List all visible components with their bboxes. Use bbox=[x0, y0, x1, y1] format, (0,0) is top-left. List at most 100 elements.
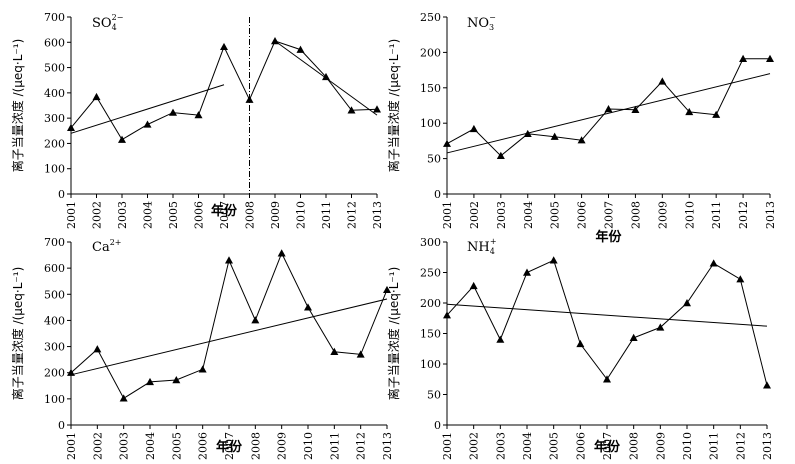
x-tick-label: 2007 bbox=[603, 201, 616, 229]
data-point-marker bbox=[93, 345, 102, 353]
x-tick-label: 2012 bbox=[737, 201, 750, 229]
y-tick-label: 400 bbox=[44, 314, 65, 327]
x-tick-label: 2011 bbox=[710, 201, 723, 229]
x-tick-label: 2010 bbox=[683, 201, 696, 229]
y-tick-label: 200 bbox=[44, 137, 65, 150]
data-point-marker bbox=[469, 281, 478, 290]
x-tick-label: 2010 bbox=[681, 432, 694, 460]
ion-label-nitrate: NO3− bbox=[467, 13, 496, 32]
y-tick-label: 200 bbox=[420, 46, 441, 59]
y-tick-label: 100 bbox=[420, 358, 441, 371]
ion-subscript: 4 bbox=[112, 23, 117, 32]
x-tick-label: 2006 bbox=[197, 432, 210, 460]
data-point-marker bbox=[67, 123, 75, 131]
data-point-marker bbox=[220, 42, 228, 51]
x-axis-label: 年份 bbox=[211, 203, 238, 219]
x-tick-label: 2003 bbox=[116, 201, 129, 229]
x-tick-label: 2003 bbox=[494, 432, 507, 460]
data-point-marker bbox=[629, 333, 638, 341]
x-tick-label: 2007 bbox=[223, 432, 236, 460]
x-tick-label: 2002 bbox=[468, 432, 481, 460]
data-point-marker bbox=[373, 105, 381, 113]
data-point-marker bbox=[443, 139, 451, 147]
data-point-marker bbox=[766, 54, 774, 62]
x-tick-label: 2004 bbox=[144, 432, 157, 460]
y-axis-label: 离子当量浓度 /(μeq·L⁻¹) bbox=[10, 267, 25, 401]
x-tick-label: 2011 bbox=[708, 432, 721, 460]
data-point-marker bbox=[198, 365, 207, 373]
y-tick-label: 100 bbox=[420, 117, 441, 130]
ion-base: NO bbox=[467, 16, 489, 31]
y-tick-label: 150 bbox=[420, 82, 441, 95]
x-tick-label: 2006 bbox=[193, 201, 206, 229]
data-point-marker bbox=[523, 129, 532, 138]
y-tick-label: 600 bbox=[44, 262, 65, 275]
y-tick-label: 200 bbox=[44, 367, 65, 380]
x-tick-label: 2013 bbox=[764, 201, 777, 229]
x-axis-label: 年份 bbox=[216, 439, 243, 455]
x-tick-label: 2001 bbox=[441, 201, 454, 229]
data-point-marker bbox=[685, 107, 694, 116]
x-tick-label: 2012 bbox=[355, 432, 368, 460]
data-point-marker bbox=[523, 268, 531, 276]
data-point-marker bbox=[330, 347, 339, 355]
x-tick-label: 2005 bbox=[170, 432, 183, 460]
y-tick-label: 0 bbox=[434, 188, 441, 201]
panel-sulfate: 0 100 200 300 400 500 600 700 2001 2002 2003 2004 20… bbox=[10, 11, 384, 229]
series-line-sulfate bbox=[70, 40, 378, 141]
data-point-marker bbox=[577, 136, 586, 144]
x-tick-label: 2005 bbox=[167, 201, 180, 229]
data-point-marker bbox=[736, 275, 745, 283]
data-point-marker bbox=[304, 303, 312, 311]
data-point-marker bbox=[296, 45, 305, 53]
panel-nitrate: 0 50 100 150 200 250 2001 2002 2003 2004 2005 2006 2… bbox=[386, 11, 777, 245]
x-tick-label: 2011 bbox=[328, 432, 341, 460]
data-point-marker bbox=[347, 106, 356, 114]
x-tick-label: 2010 bbox=[302, 432, 315, 460]
data-point-marker bbox=[322, 72, 330, 81]
ion-label-sulfate: SO42− bbox=[92, 13, 123, 32]
y-tick-label: 300 bbox=[420, 236, 441, 249]
data-point-marker bbox=[443, 311, 451, 319]
x-tick-label: 2009 bbox=[269, 201, 282, 229]
y-tick-label: 100 bbox=[44, 393, 65, 406]
data-point-marker bbox=[576, 339, 585, 348]
x-tick-label: 2005 bbox=[548, 432, 561, 460]
y-tick-label: 400 bbox=[44, 87, 65, 100]
x-tick-label: 2007 bbox=[601, 432, 614, 460]
data-point-marker bbox=[549, 256, 558, 264]
y-tick-label: 0 bbox=[58, 188, 65, 201]
data-point-marker bbox=[604, 105, 613, 113]
x-tick-label: 2003 bbox=[495, 201, 508, 229]
x-tick-label: 2006 bbox=[574, 432, 587, 460]
data-point-marker bbox=[631, 105, 640, 113]
data-point-marker bbox=[143, 120, 152, 128]
x-tick-label: 2001 bbox=[441, 432, 454, 460]
y-tick-label: 300 bbox=[44, 112, 65, 125]
data-point-marker bbox=[146, 377, 154, 386]
panel-ammonium: 0 50 100 150 200 250 300 2001 2002 2003 2004 2005 20… bbox=[386, 236, 774, 460]
data-point-marker bbox=[739, 54, 748, 62]
data-point-marker bbox=[251, 316, 260, 324]
y-tick-label: 700 bbox=[44, 11, 65, 24]
x-axis-label: 年份 bbox=[595, 229, 622, 245]
y-tick-label: 200 bbox=[420, 297, 441, 310]
panel-calcium: 0 100 200 300 400 500 600 700 2001 2002 2003 2004 20… bbox=[10, 236, 394, 460]
data-point-marker bbox=[603, 375, 611, 383]
x-tick-label: 2007 bbox=[218, 201, 231, 229]
x-tick-label: 2008 bbox=[244, 201, 257, 229]
x-tick-label: 2011 bbox=[320, 201, 333, 229]
ion-subscript: 3 bbox=[489, 23, 494, 32]
data-point-marker bbox=[550, 132, 559, 140]
ion-superscript: 2+ bbox=[110, 238, 122, 247]
x-tick-label: 2002 bbox=[91, 432, 104, 460]
trend-line bbox=[446, 73, 771, 154]
x-tick-label: 2004 bbox=[521, 432, 534, 460]
data-point-marker bbox=[271, 37, 279, 45]
data-point-marker bbox=[383, 285, 391, 294]
data-point-marker bbox=[277, 249, 286, 257]
data-point-marker bbox=[356, 350, 365, 358]
data-point-marker bbox=[658, 77, 667, 85]
x-tick-label: 2009 bbox=[656, 201, 669, 229]
